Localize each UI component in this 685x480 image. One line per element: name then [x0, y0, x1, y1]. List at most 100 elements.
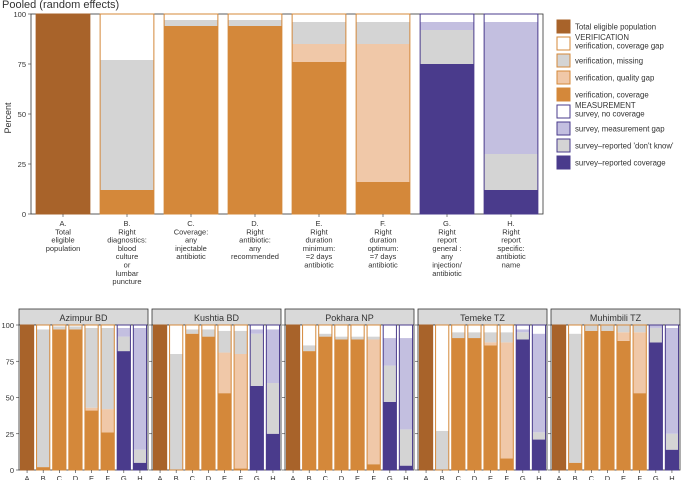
pooled-title: Pooled (random effects)	[2, 0, 119, 11]
bar-segment-survey_dontknow	[532, 432, 546, 440]
x-tick-label: F	[371, 474, 376, 480]
bar-segment-ver_gap	[302, 325, 316, 346]
legend-label: verification, quality gap	[575, 74, 655, 83]
x-tick-label: D. Right antibiotic: any recommended	[231, 219, 279, 261]
x-tick-label: H	[270, 474, 275, 480]
bar-segment-ver_coverage	[84, 410, 99, 470]
x-tick-label: B	[307, 474, 312, 480]
y-tick-label: 100	[1, 321, 14, 330]
bar-segment-survey_gap	[420, 22, 474, 30]
x-tick-label: G	[121, 474, 127, 480]
site-panels: Azimpur BD 0 25 50 75 100 A B C D E F G H Kushtia BD A B…	[1, 308, 681, 480]
bar-segment-ver_gap	[356, 14, 410, 22]
bar-segment-survey_nocov	[133, 325, 147, 328]
bar-segment-ver_missing	[467, 332, 482, 339]
legend-swatch-survey_cov	[556, 155, 571, 170]
bar-segment-survey_cov	[266, 433, 280, 470]
bar-segment-ver_missing	[500, 332, 514, 343]
legend-swatch-ver_coverage	[556, 87, 571, 102]
x-tick-label: H	[536, 474, 541, 480]
bar-segment-ver_quality	[500, 342, 514, 459]
bar-segment-ver_quality	[292, 44, 346, 62]
panel-title: Kushtia BD	[194, 313, 240, 323]
bar-segment-ver_gap	[169, 325, 183, 354]
bar-segment-ver_quality	[84, 407, 99, 411]
bar-segment-survey_gap	[117, 327, 131, 337]
y-tick-label: 25	[18, 160, 26, 169]
bar-segment-ver_missing	[633, 325, 647, 333]
x-tick-label: C	[57, 474, 63, 480]
pooled-panel: 0 25 50 75 100 A. Total eligible population B. Rig…	[13, 10, 544, 286]
bar-segment-ver_quality	[356, 44, 410, 182]
x-tick-label: A	[25, 474, 30, 480]
bar-segment-ver_gap	[292, 14, 346, 22]
bar-segment-ver_gap	[568, 325, 582, 334]
legend-label: survey, measurement gap	[575, 125, 665, 134]
bar-segment-survey_nocov	[532, 325, 546, 334]
bar-segment-ver_missing	[483, 332, 498, 343]
bar-segment-survey_dontknow	[516, 332, 530, 340]
bar-segment-survey_dontknow	[133, 449, 147, 463]
bar-segment-ver_coverage	[228, 26, 282, 214]
x-tick-label: A. Total eligible population	[46, 219, 81, 253]
x-tick-label: F	[504, 474, 509, 480]
bar-segment-ver_coverage	[633, 393, 647, 470]
legend-swatch-ver_quality	[556, 70, 571, 85]
bar-segment-ver_coverage	[100, 190, 154, 214]
bar-segment-total	[552, 325, 566, 470]
bar-segment-survey_cov	[420, 64, 474, 214]
bar-segment-ver_missing	[302, 345, 316, 352]
x-tick-label: E	[89, 474, 94, 480]
bar-segment-ver_missing	[68, 326, 83, 330]
legend-label: survey–reported 'don't know'	[575, 142, 674, 151]
bar-segment-ver_gap	[101, 325, 115, 328]
bar-segment-survey_nocov	[266, 325, 280, 330]
bar-segment-ver_missing	[185, 329, 199, 334]
legend-label: verification, missing	[575, 57, 643, 66]
bar-segment-ver_gap	[68, 325, 83, 327]
bar-segment-ver_missing	[101, 327, 115, 410]
bar-segment-survey_nocov	[117, 325, 131, 328]
panel-title: Muhimbili TZ	[590, 313, 642, 323]
x-tick-label: H. Right report specific: antibiotic name	[496, 219, 526, 270]
bar-segment-survey_gap	[399, 338, 413, 430]
bar-segment-ver_gap	[228, 14, 282, 20]
bar-segment-survey_cov	[649, 342, 663, 470]
x-tick-label: G. Right report general : any injection/antib…	[432, 219, 463, 278]
bar-segment-survey_dontknow	[117, 336, 131, 352]
bar-segment-survey_dontknow	[383, 365, 397, 402]
bar-segment-ver_quality	[367, 339, 381, 465]
legend-label: VERIFICATION verification, coverage gap	[575, 33, 665, 51]
bar-segment-survey_gap	[665, 327, 679, 434]
bar-segment-ver_coverage	[302, 351, 316, 470]
site-panel: Azimpur BD 0 25 50 75 100 A B C D E F G H	[1, 308, 149, 480]
bar-segment-survey_cov	[399, 465, 413, 470]
bar-segment-ver_coverage	[164, 26, 218, 214]
x-tick-label: E	[355, 474, 360, 480]
bar-segment-ver_gap	[185, 325, 199, 330]
bar-segment-survey_nocov	[250, 325, 264, 330]
bar-segment-ver_missing	[600, 325, 615, 331]
bar-segment-ver_missing	[350, 336, 365, 340]
bar-segment-ver_gap	[467, 325, 482, 333]
bar-segment-ver_missing	[217, 330, 232, 353]
bar-segment-ver_quality	[217, 352, 232, 394]
bar-segment-ver_gap	[201, 325, 216, 330]
bar-segment-ver_gap	[500, 325, 514, 333]
bar-segment-ver_coverage	[318, 336, 332, 470]
y-tick-label: 100	[13, 10, 26, 19]
bar-segment-ver_missing	[334, 336, 349, 340]
x-tick-label: F	[105, 474, 110, 480]
x-tick-label: C	[323, 474, 329, 480]
bar-segment-ver_missing	[36, 329, 50, 468]
x-tick-label: B	[573, 474, 578, 480]
bar-segment-ver_missing	[292, 22, 346, 44]
bar-segment-ver_gap	[367, 325, 381, 337]
x-tick-label: C	[190, 474, 196, 480]
legend-swatch-ver_missing	[556, 53, 571, 68]
bar-segment-ver_gap	[334, 325, 349, 337]
y-tick-label: 25	[6, 430, 14, 439]
bar-segment-ver_gap	[84, 325, 99, 328]
x-tick-label: G	[653, 474, 659, 480]
bar-segment-ver_coverage	[234, 468, 248, 470]
